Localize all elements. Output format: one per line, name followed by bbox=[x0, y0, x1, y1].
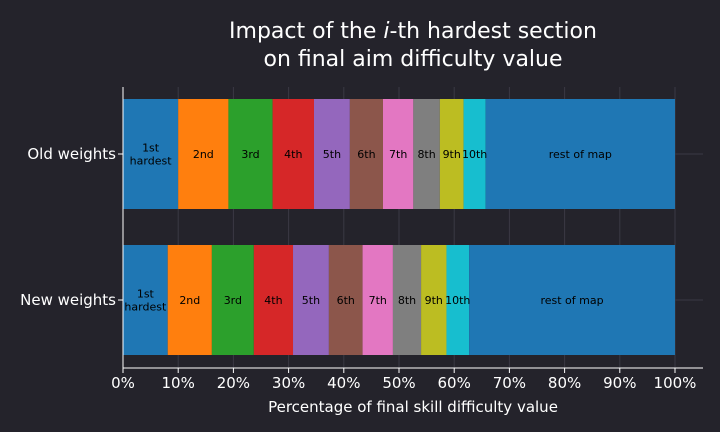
segment-label: 8th bbox=[398, 294, 416, 307]
bar-segment bbox=[167, 245, 212, 355]
bar-segment bbox=[362, 245, 393, 355]
segment-label-line: 1st bbox=[137, 288, 155, 301]
chart-title-prefix: Impact of the bbox=[229, 19, 383, 44]
segment-label: 10th bbox=[445, 294, 470, 307]
segment-label-line: 3rd bbox=[224, 294, 242, 307]
segment-label-line: 8th bbox=[417, 148, 435, 161]
bar-segment bbox=[421, 245, 447, 355]
segment-label-line: rest of map bbox=[549, 148, 612, 161]
segment-label: 2nd bbox=[179, 294, 200, 307]
bar-segments bbox=[123, 99, 675, 355]
segment-label: 6th bbox=[337, 294, 355, 307]
bar-segment bbox=[178, 99, 229, 209]
x-tick-label: 40% bbox=[327, 374, 360, 392]
segment-label-line: 5th bbox=[302, 294, 320, 307]
segment-label-line: rest of map bbox=[540, 294, 603, 307]
segment-label-line: 2nd bbox=[193, 148, 214, 161]
chart-title-line2: on final aim difficulty value bbox=[263, 47, 562, 72]
x-tick-label: 30% bbox=[272, 374, 305, 392]
segment-label-line: 3rd bbox=[241, 148, 259, 161]
segment-label-line: 8th bbox=[398, 294, 416, 307]
segment-label-line: 1st bbox=[142, 142, 160, 155]
segment-label-line: 7th bbox=[389, 148, 407, 161]
bar-segment bbox=[123, 99, 179, 209]
segment-label: 10th bbox=[462, 148, 487, 161]
x-tick-label: 70% bbox=[493, 374, 526, 392]
category-label: Old weights bbox=[27, 145, 116, 163]
x-tick-label: 0% bbox=[111, 374, 135, 392]
bar-segment bbox=[349, 99, 383, 209]
segment-label: 8th bbox=[417, 148, 435, 161]
bar-segment bbox=[392, 245, 422, 355]
segment-label-line: 10th bbox=[445, 294, 470, 307]
x-axis-ticks: 0% 10% 20% 30% 40% 50% 60% 70% 80% 90% 100% bbox=[111, 368, 696, 392]
segment-label: 3rd bbox=[241, 148, 259, 161]
chart-title-suffix: -th hardest section bbox=[390, 19, 597, 44]
bar-segment bbox=[228, 99, 273, 209]
segment-label-line: 6th bbox=[337, 294, 355, 307]
x-tick-label: 50% bbox=[382, 374, 415, 392]
bar-segment bbox=[382, 99, 414, 209]
segment-label-line: 9th bbox=[425, 294, 443, 307]
bar-segment bbox=[253, 245, 294, 355]
bar-segment bbox=[272, 99, 314, 209]
segment-label: 7th bbox=[369, 294, 387, 307]
bar-segment bbox=[463, 99, 486, 209]
segment-label-line: 10th bbox=[462, 148, 487, 161]
segment-label: 3rd bbox=[224, 294, 242, 307]
x-tick-label: 20% bbox=[217, 374, 250, 392]
bar-segment bbox=[211, 245, 254, 355]
segment-label: 5th bbox=[302, 294, 320, 307]
x-axis-label: Percentage of final skill difficulty val… bbox=[268, 398, 558, 416]
segment-label-line: 5th bbox=[323, 148, 341, 161]
segment-label-line: 2nd bbox=[179, 294, 200, 307]
segment-label: 1st hardest bbox=[124, 288, 167, 314]
segment-label: 6th bbox=[357, 148, 375, 161]
segment-label-line: hardest bbox=[130, 155, 173, 168]
x-tick-label: 60% bbox=[438, 374, 471, 392]
bar-segment bbox=[413, 99, 440, 209]
x-tick-label: 80% bbox=[548, 374, 581, 392]
segment-label: 4th bbox=[284, 148, 302, 161]
bar-segment bbox=[313, 99, 350, 209]
bar-segment bbox=[485, 99, 675, 209]
y-axis-categories: Old weights New weights bbox=[20, 145, 123, 309]
x-tick-label: 100% bbox=[654, 374, 697, 392]
segment-label-line: hardest bbox=[124, 301, 167, 314]
segment-label: 7th bbox=[389, 148, 407, 161]
segment-label: 9th bbox=[425, 294, 443, 307]
segment-label: 2nd bbox=[193, 148, 214, 161]
x-tick-label: 10% bbox=[162, 374, 195, 392]
segment-label: rest of map bbox=[540, 294, 603, 307]
bar-segment bbox=[469, 245, 675, 355]
segment-labels: 1st hardest 2nd 3rd 4th 5th 6th 7th 8th 9th 10th re… bbox=[124, 142, 611, 314]
chart-title-italic: i bbox=[383, 19, 389, 44]
segment-label-line: 4th bbox=[284, 148, 302, 161]
chart-title: Impact of the i-th hardest section bbox=[229, 19, 597, 44]
segment-label-line: 6th bbox=[357, 148, 375, 161]
segment-label-line: 4th bbox=[264, 294, 282, 307]
bar-segment bbox=[123, 245, 168, 355]
bar-segment bbox=[328, 245, 363, 355]
x-tick-label: 90% bbox=[603, 374, 636, 392]
segment-label: 1st hardest bbox=[130, 142, 173, 168]
segment-label: 9th bbox=[443, 148, 461, 161]
segment-label: 5th bbox=[323, 148, 341, 161]
bar-segment bbox=[293, 245, 329, 355]
segment-label-line: 7th bbox=[369, 294, 387, 307]
segment-label: rest of map bbox=[549, 148, 612, 161]
bar-segment bbox=[446, 245, 470, 355]
segment-label: 4th bbox=[264, 294, 282, 307]
segment-label-line: 9th bbox=[443, 148, 461, 161]
bar-segment bbox=[439, 99, 464, 209]
category-label: New weights bbox=[20, 291, 116, 309]
